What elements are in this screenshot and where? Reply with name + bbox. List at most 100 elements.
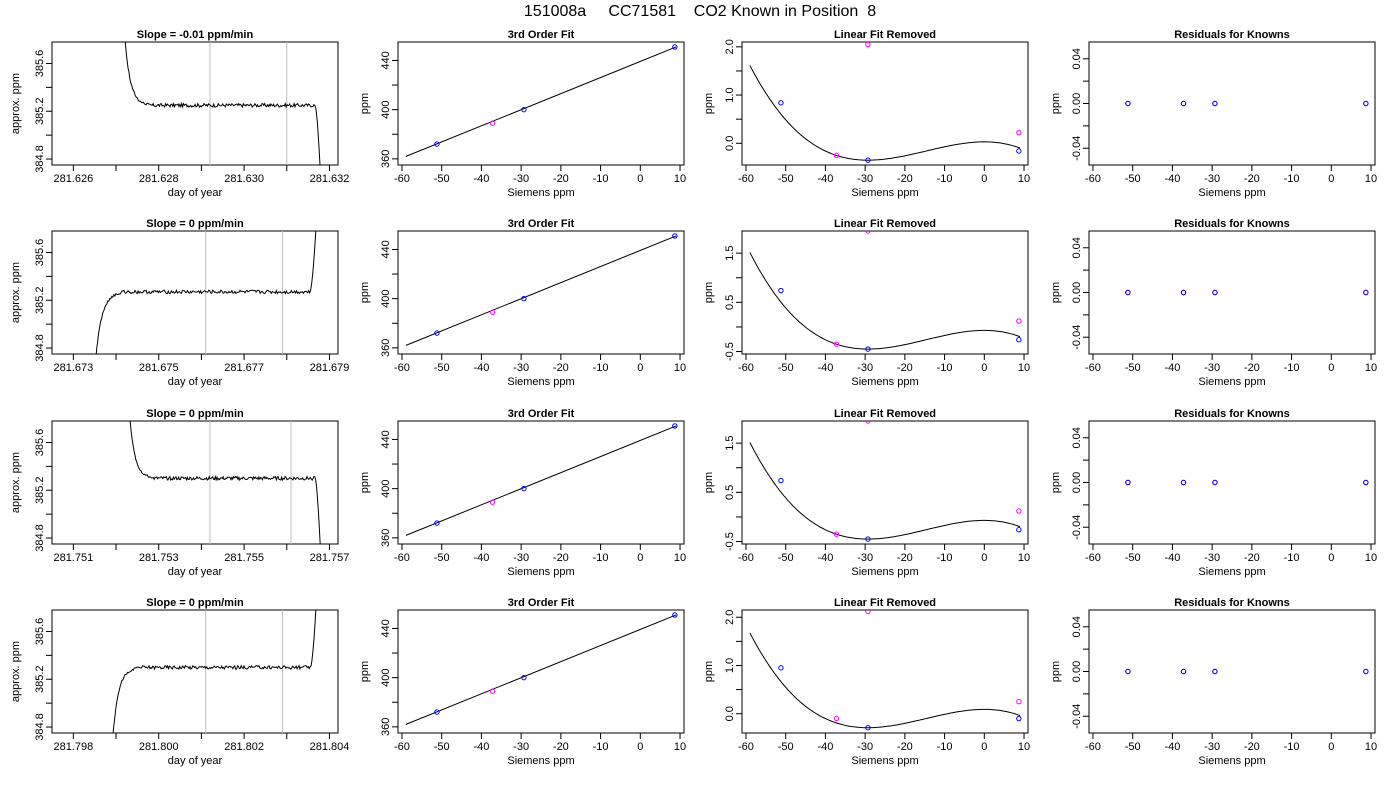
data-point-magenta <box>489 120 496 126</box>
plot-area <box>1125 479 1369 486</box>
x-axis-label: Siemens ppm <box>507 755 574 767</box>
series-line <box>112 610 317 733</box>
x-tick-label: 281.804 <box>310 741 350 753</box>
x-axis-label: day of year <box>168 376 223 388</box>
subplot-title: Linear Fit Removed <box>834 29 936 41</box>
fit-curve <box>749 632 1021 729</box>
data-point-blue <box>1180 289 1187 296</box>
x-axis-label: Siemens ppm <box>1198 376 1265 388</box>
plot-frame <box>51 609 339 734</box>
data-point-blue <box>521 295 527 302</box>
x-tick-label: -50 <box>778 362 794 374</box>
x-tick-label: -60 <box>1085 362 1101 374</box>
y-tick-label: 0.04 <box>1071 616 1083 637</box>
x-tick-label: -50 <box>434 362 450 374</box>
x-tick-label: -30 <box>513 552 529 564</box>
y-tick-label: 0.0 <box>724 706 736 721</box>
y-tick-label: 385.6 <box>34 239 46 267</box>
data-point-blue <box>865 346 871 352</box>
x-tick-label: -30 <box>1204 173 1220 185</box>
subplot-title: Linear Fit Removed <box>834 218 936 230</box>
x-axis-label: Siemens ppm <box>1198 187 1265 199</box>
x-tick-label: -10 <box>937 552 953 564</box>
subplot-title: Residuals for Knowns <box>1174 29 1290 41</box>
plot-area <box>1125 100 1369 107</box>
subplot-title: Slope = -0.01 ppm/min <box>137 29 254 41</box>
data-point-magenta <box>865 42 871 48</box>
x-axis-label: Siemens ppm <box>851 187 918 199</box>
y-tick-label: 360 <box>380 150 392 168</box>
plot-frame <box>1088 41 1376 166</box>
data-point-blue <box>672 233 678 239</box>
plot-frame <box>397 609 685 734</box>
fit-line <box>405 614 677 725</box>
x-tick-label: 281.755 <box>224 552 264 564</box>
data-point-magenta <box>489 309 496 315</box>
x-tick-label: 281.626 <box>53 173 93 185</box>
y-tick-label: 0.00 <box>1071 661 1083 682</box>
x-tick-label: -30 <box>857 362 873 374</box>
y-axis-label: ppm <box>359 661 371 682</box>
x-tick-label: -50 <box>1125 173 1141 185</box>
subplot-title: Residuals for Knowns <box>1174 408 1290 420</box>
x-tick-label: -30 <box>1204 362 1220 374</box>
x-tick-label: -60 <box>738 362 754 374</box>
x-tick-label: -20 <box>1244 552 1260 564</box>
data-point-blue <box>434 330 440 336</box>
data-point-magenta <box>489 499 496 505</box>
subplot-r3-c2: 3rd Order Fit -60 -50 -40 -30 -20 -10 0 10 360 400… <box>359 408 686 578</box>
subplot-r3-c4: Residuals for Knowns -60 -50 -40 -30 -20 -10 0 1… <box>1050 408 1377 578</box>
x-tick-label: 281.679 <box>310 362 350 374</box>
x-axis-label: Siemens ppm <box>1198 755 1265 767</box>
x-tick-label: 10 <box>674 552 686 564</box>
y-tick-label: 385.6 <box>34 429 46 457</box>
x-tick-label: -10 <box>593 552 609 564</box>
y-tick-label: 385.2 <box>34 97 46 125</box>
data-point-magenta <box>865 231 871 234</box>
x-tick-label: 0 <box>1328 362 1334 374</box>
subplot-r3-c1: Slope = 0 ppm/min 281.751 281.753 281.755 28… <box>10 408 349 578</box>
subplot-title: Residuals for Knowns <box>1174 597 1290 609</box>
x-tick-label: -60 <box>394 362 410 374</box>
plot-area <box>112 610 317 733</box>
series-line <box>129 421 321 544</box>
fit-curve <box>749 252 1021 350</box>
x-tick-label: -30 <box>1204 741 1220 753</box>
y-tick-label: 1.0 <box>724 87 736 102</box>
data-point-blue <box>521 485 527 492</box>
plot-frame <box>51 230 339 355</box>
subplot-r1-c3: Linear Fit Removed -60 -50 -40 -30 -20 -10 0 10 0… <box>703 29 1030 199</box>
series-line <box>95 231 317 354</box>
x-tick-label: -60 <box>738 552 754 564</box>
plot-frame <box>1088 420 1376 545</box>
x-tick-label: 0 <box>981 741 987 753</box>
y-axis-label: ppm <box>1050 282 1062 303</box>
subplot-r1-c4: Residuals for Knowns -60 -50 -40 -30 -20 -10 0 1… <box>1050 29 1377 199</box>
data-point-blue <box>778 100 784 106</box>
x-tick-label: 281.630 <box>224 173 264 185</box>
x-tick-label: -20 <box>553 173 569 185</box>
data-point-blue <box>1016 527 1022 533</box>
fit-line <box>405 235 677 346</box>
x-axis-label: day of year <box>168 755 223 767</box>
x-tick-label: -10 <box>937 173 953 185</box>
x-tick-label: 281.798 <box>53 741 93 753</box>
x-tick-label: 0 <box>981 173 987 185</box>
y-tick-label: 360 <box>380 339 392 357</box>
x-tick-label: 10 <box>674 362 686 374</box>
plot-frame <box>51 420 339 545</box>
x-tick-label: -10 <box>937 741 953 753</box>
x-axis-label: day of year <box>168 566 223 578</box>
x-tick-label: 281.677 <box>224 362 264 374</box>
x-tick-label: -10 <box>593 741 609 753</box>
x-tick-label: -10 <box>593 173 609 185</box>
data-point-blue <box>1180 668 1187 675</box>
subplot-title: 3rd Order Fit <box>508 29 575 41</box>
y-axis-label: ppm <box>1050 661 1062 682</box>
x-tick-label: -40 <box>473 741 489 753</box>
plot-area <box>405 233 678 346</box>
data-point-blue <box>1363 289 1369 296</box>
y-tick-label: 0.0 <box>724 136 736 151</box>
y-axis-label: ppm <box>703 93 715 114</box>
